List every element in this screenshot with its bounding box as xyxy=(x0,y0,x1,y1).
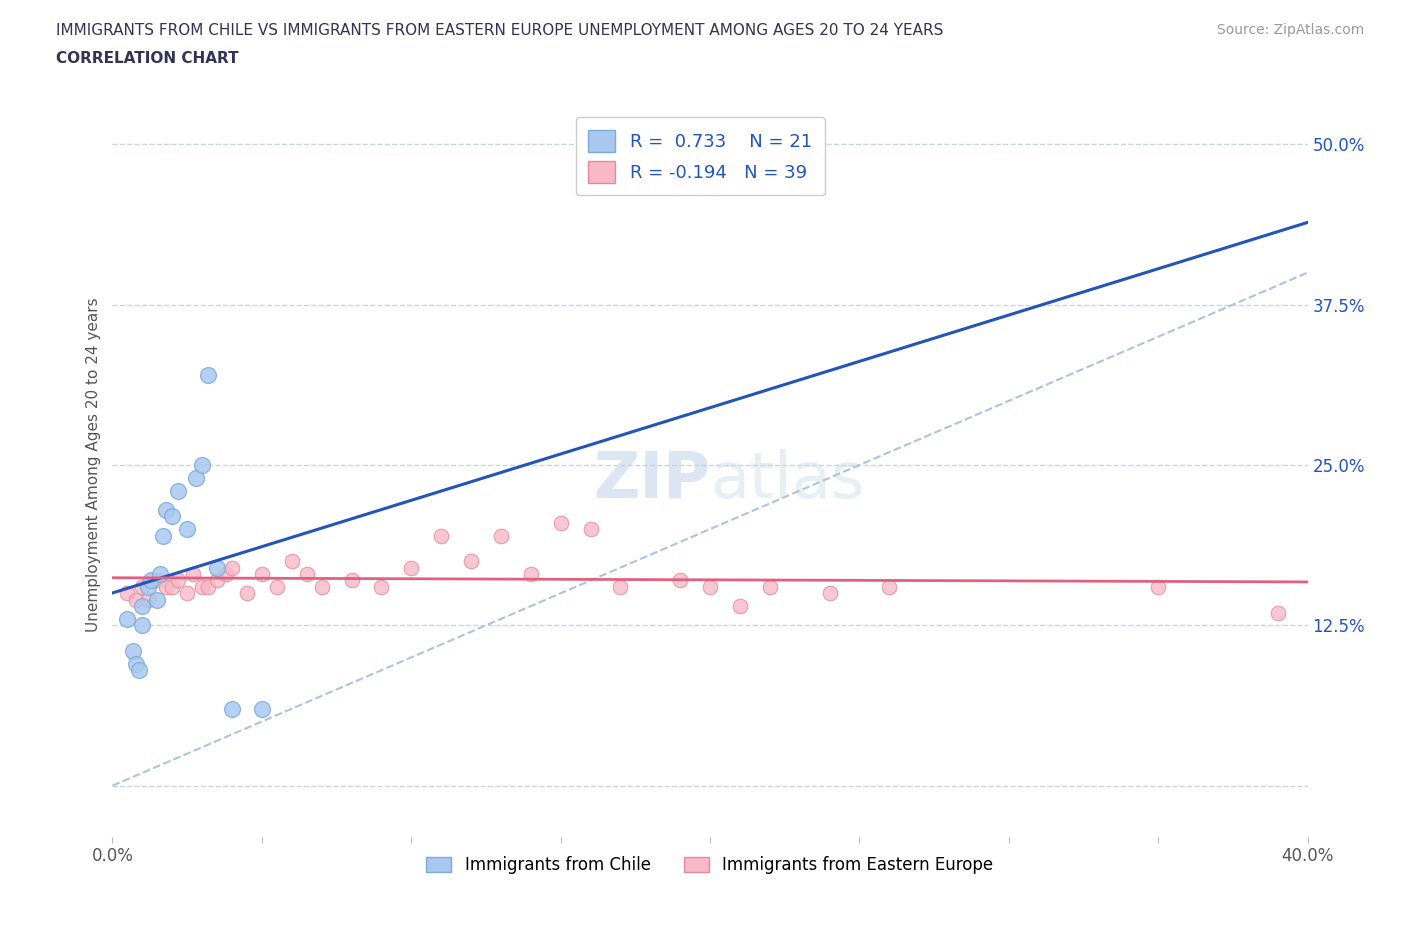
Point xyxy=(125,592,148,607)
Point xyxy=(215,566,238,581)
Point xyxy=(430,528,453,543)
Text: IMMIGRANTS FROM CHILE VS IMMIGRANTS FROM EASTERN EUROPE UNEMPLOYMENT AMONG AGES : IMMIGRANTS FROM CHILE VS IMMIGRANTS FROM… xyxy=(56,23,943,38)
Point xyxy=(128,663,150,678)
Point xyxy=(117,586,139,601)
Point xyxy=(191,579,214,594)
Point xyxy=(176,522,198,537)
Point xyxy=(197,579,219,594)
Point xyxy=(162,579,183,594)
Point xyxy=(728,599,751,614)
Text: atlas: atlas xyxy=(710,449,865,511)
Point xyxy=(250,701,273,716)
Point xyxy=(221,560,243,575)
Point xyxy=(759,579,782,594)
Point xyxy=(155,502,177,517)
Point xyxy=(131,579,153,594)
Point xyxy=(340,573,363,588)
Point xyxy=(266,579,288,594)
Point xyxy=(191,458,214,472)
Point xyxy=(205,560,228,575)
Point xyxy=(609,579,631,594)
Point xyxy=(579,522,602,537)
Point xyxy=(281,553,304,568)
Point xyxy=(125,657,148,671)
Text: ZIP: ZIP xyxy=(593,449,710,511)
Point xyxy=(879,579,901,594)
Point xyxy=(152,528,174,543)
Point xyxy=(138,579,160,594)
Point xyxy=(176,586,198,601)
Legend: Immigrants from Chile, Immigrants from Eastern Europe: Immigrants from Chile, Immigrants from E… xyxy=(420,849,1000,881)
Point xyxy=(250,566,273,581)
Point xyxy=(155,579,177,594)
Text: Source: ZipAtlas.com: Source: ZipAtlas.com xyxy=(1216,23,1364,37)
Point xyxy=(295,566,318,581)
Point xyxy=(167,573,190,588)
Point xyxy=(117,612,139,627)
Point xyxy=(460,553,482,568)
Point xyxy=(489,528,512,543)
Point xyxy=(550,515,572,530)
Point xyxy=(131,618,153,632)
Y-axis label: Unemployment Among Ages 20 to 24 years: Unemployment Among Ages 20 to 24 years xyxy=(86,298,101,632)
Point xyxy=(146,573,169,588)
Point xyxy=(167,484,190,498)
Point xyxy=(162,509,183,524)
Point xyxy=(149,566,172,581)
Point xyxy=(146,592,169,607)
Point xyxy=(370,579,392,594)
Point xyxy=(311,579,333,594)
Point xyxy=(181,566,204,581)
Point xyxy=(699,579,721,594)
Point xyxy=(236,586,259,601)
Point xyxy=(197,367,219,382)
Point xyxy=(401,560,423,575)
Point xyxy=(1147,579,1170,594)
Point xyxy=(1267,605,1289,620)
Point xyxy=(186,471,208,485)
Point xyxy=(221,701,243,716)
Point xyxy=(131,599,153,614)
Text: CORRELATION CHART: CORRELATION CHART xyxy=(56,51,239,66)
Point xyxy=(122,644,145,658)
Point xyxy=(520,566,543,581)
Point xyxy=(141,573,163,588)
Point xyxy=(669,573,692,588)
Point xyxy=(818,586,841,601)
Point xyxy=(205,573,228,588)
Point xyxy=(138,592,160,607)
